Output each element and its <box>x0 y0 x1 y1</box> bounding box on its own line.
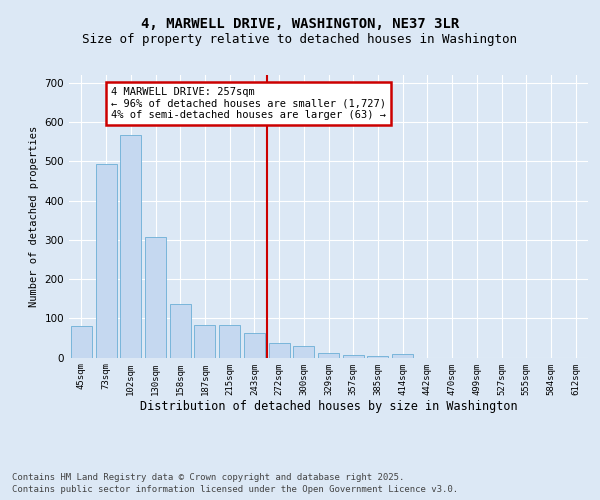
Bar <box>194 326 215 358</box>
X-axis label: Distribution of detached houses by size in Washington: Distribution of detached houses by size … <box>140 400 517 413</box>
Bar <box>95 164 116 358</box>
Text: Contains public sector information licensed under the Open Government Licence v3: Contains public sector information licen… <box>12 485 458 494</box>
Bar <box>392 354 413 358</box>
Bar <box>367 356 388 358</box>
Bar <box>145 237 166 358</box>
Bar <box>120 135 141 358</box>
Bar <box>343 355 364 358</box>
Bar <box>71 326 92 358</box>
Bar <box>293 346 314 358</box>
Text: Contains HM Land Registry data © Crown copyright and database right 2025.: Contains HM Land Registry data © Crown c… <box>12 472 404 482</box>
Text: Size of property relative to detached houses in Washington: Size of property relative to detached ho… <box>83 32 517 46</box>
Bar <box>170 304 191 358</box>
Bar <box>269 342 290 357</box>
Bar <box>244 333 265 357</box>
Bar <box>318 353 339 358</box>
Y-axis label: Number of detached properties: Number of detached properties <box>29 126 39 307</box>
Bar <box>219 326 240 358</box>
Text: 4, MARWELL DRIVE, WASHINGTON, NE37 3LR: 4, MARWELL DRIVE, WASHINGTON, NE37 3LR <box>141 18 459 32</box>
Text: 4 MARWELL DRIVE: 257sqm
← 96% of detached houses are smaller (1,727)
4% of semi-: 4 MARWELL DRIVE: 257sqm ← 96% of detache… <box>111 87 386 120</box>
